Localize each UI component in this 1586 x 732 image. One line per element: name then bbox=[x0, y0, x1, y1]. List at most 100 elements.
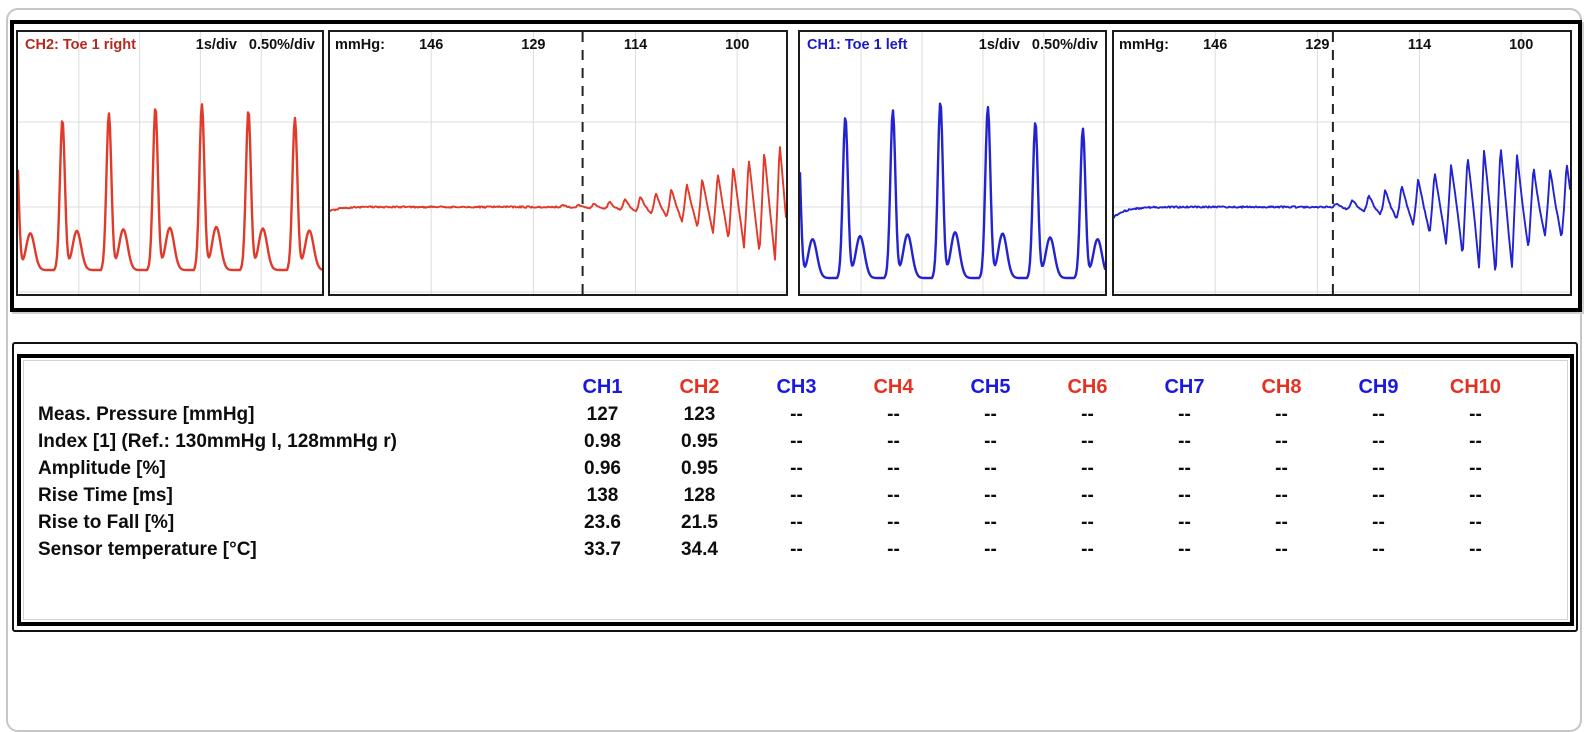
value-cell: 33.7 bbox=[584, 538, 621, 560]
value-cell: -- bbox=[1372, 538, 1385, 560]
value-cell: -- bbox=[1469, 538, 1482, 560]
value-cell: -- bbox=[984, 511, 997, 533]
value-cell: -- bbox=[1469, 484, 1482, 506]
row-label: Rise to Fall [%] bbox=[38, 511, 175, 533]
channel-header: CH9 bbox=[1358, 376, 1399, 398]
deflation-panel-deflation-left: mmHg: 146 129 114 100 bbox=[1112, 30, 1572, 296]
channel-header: CH1 bbox=[582, 376, 623, 398]
value-cell: -- bbox=[1469, 430, 1482, 452]
row-label: Sensor temperature [°C] bbox=[38, 538, 257, 560]
value-cell: -- bbox=[1372, 430, 1385, 452]
panel-title: CH1: Toe 1 left bbox=[807, 37, 908, 53]
value-cell: 0.95 bbox=[681, 457, 718, 479]
scale-label: 1s/div 0.50%/div bbox=[979, 37, 1098, 53]
value-cell: -- bbox=[1081, 403, 1094, 425]
value-cell: 21.5 bbox=[681, 511, 718, 533]
table-corner-spacer bbox=[26, 374, 554, 401]
channel-header: CH6 bbox=[1067, 376, 1108, 398]
results-inner-line bbox=[23, 360, 1568, 620]
value-cell: 128 bbox=[683, 484, 716, 506]
value-cell: -- bbox=[790, 511, 803, 533]
value-cell: 34.4 bbox=[681, 538, 718, 560]
value-cell: -- bbox=[887, 430, 900, 452]
value-cell: -- bbox=[1469, 403, 1482, 425]
value-cell: -- bbox=[790, 403, 803, 425]
pressure-tick-label: 114 bbox=[623, 37, 648, 53]
value-cell: -- bbox=[984, 484, 997, 506]
value-cell: 0.98 bbox=[584, 430, 621, 452]
amplitude-per-div-label: 0.50%/div bbox=[248, 37, 315, 53]
value-cell: -- bbox=[790, 430, 803, 452]
scale-label: 1s/div 0.50%/div bbox=[196, 37, 315, 53]
pressure-unit-label: mmHg: bbox=[1119, 37, 1169, 53]
value-cell: -- bbox=[887, 457, 900, 479]
pressure-unit-label: mmHg: bbox=[335, 37, 385, 53]
value-cell: -- bbox=[1081, 430, 1094, 452]
channel-header: CH7 bbox=[1164, 376, 1205, 398]
value-cell: -- bbox=[1275, 511, 1288, 533]
value-cell: -- bbox=[1372, 403, 1385, 425]
value-cell: -- bbox=[984, 430, 997, 452]
value-cell: -- bbox=[1081, 538, 1094, 560]
value-cell: 0.96 bbox=[584, 457, 621, 479]
value-cell: -- bbox=[1178, 484, 1191, 506]
waveform-plot bbox=[18, 32, 322, 294]
value-cell: -- bbox=[1275, 484, 1288, 506]
value-cell: -- bbox=[1178, 511, 1191, 533]
pressure-tick-label: 100 bbox=[1509, 37, 1534, 53]
pressure-tick-label: 129 bbox=[521, 37, 546, 53]
pressure-tick-label: 114 bbox=[1407, 37, 1432, 53]
pressure-tick-label: 146 bbox=[1203, 37, 1228, 53]
deflation-panel-deflation-right: mmHg: 146 129 114 100 bbox=[328, 30, 788, 296]
value-cell: -- bbox=[1275, 457, 1288, 479]
waveform-trace bbox=[18, 103, 322, 272]
row-label: Index [1] (Ref.: 130mmHg l, 128mmHg r) bbox=[38, 430, 397, 452]
value-cell: -- bbox=[1275, 403, 1288, 425]
channel-header: CH5 bbox=[970, 376, 1011, 398]
value-cell: -- bbox=[1275, 430, 1288, 452]
value-cell: -- bbox=[1178, 538, 1191, 560]
value-cell: -- bbox=[1081, 511, 1094, 533]
waveform-plot bbox=[330, 32, 786, 294]
report-view: CH2: Toe 1 right 1s/div 0.50%/div mmHg: 146 1… bbox=[6, 8, 1582, 732]
value-cell: -- bbox=[1469, 511, 1482, 533]
value-cell: -- bbox=[790, 538, 803, 560]
value-cell: 123 bbox=[683, 403, 716, 425]
value-cell: -- bbox=[1178, 403, 1191, 425]
channel-header: CH10 bbox=[1449, 376, 1502, 398]
value-cell: -- bbox=[790, 484, 803, 506]
value-cell: -- bbox=[1372, 457, 1385, 479]
value-cell: -- bbox=[887, 538, 900, 560]
value-cell: -- bbox=[984, 538, 997, 560]
value-cell: 0.95 bbox=[681, 430, 718, 452]
waveform-trace bbox=[800, 102, 1105, 280]
pressure-tick-label: 100 bbox=[725, 37, 750, 53]
channel-header: CH4 bbox=[873, 376, 914, 398]
results-section bbox=[17, 354, 1574, 626]
value-cell: -- bbox=[790, 457, 803, 479]
value-cell: -- bbox=[887, 511, 900, 533]
value-cell: -- bbox=[1178, 457, 1191, 479]
channel-header: CH3 bbox=[776, 376, 817, 398]
pulse-panel-pulse-left: CH1: Toe 1 left 1s/div 0.50%/div bbox=[798, 30, 1107, 296]
channel-header: CH8 bbox=[1261, 376, 1302, 398]
panel-title: CH2: Toe 1 right bbox=[25, 37, 136, 53]
value-cell: -- bbox=[887, 403, 900, 425]
value-cell: -- bbox=[1178, 430, 1191, 452]
waveform-trace bbox=[330, 146, 786, 261]
value-cell: -- bbox=[1275, 538, 1288, 560]
value-cell: 127 bbox=[586, 403, 619, 425]
value-cell: -- bbox=[1372, 484, 1385, 506]
value-cell: -- bbox=[1081, 457, 1094, 479]
value-cell: -- bbox=[1469, 457, 1482, 479]
results-table: CH1 CH2 CH3 CH4 CH5 CH6 CH7 CH8 CH9 CH10 Meas. Pre… bbox=[26, 374, 1524, 563]
waveform-trace bbox=[1114, 149, 1570, 271]
value-cell: 138 bbox=[586, 484, 619, 506]
value-cell: -- bbox=[1372, 511, 1385, 533]
pressure-tick-label: 129 bbox=[1305, 37, 1330, 53]
pressure-tick-label: 146 bbox=[419, 37, 444, 53]
row-label: Rise Time [ms] bbox=[38, 484, 173, 506]
value-cell: -- bbox=[887, 484, 900, 506]
value-cell: 23.6 bbox=[584, 511, 621, 533]
time-per-div-label: 1s/div bbox=[195, 37, 237, 53]
